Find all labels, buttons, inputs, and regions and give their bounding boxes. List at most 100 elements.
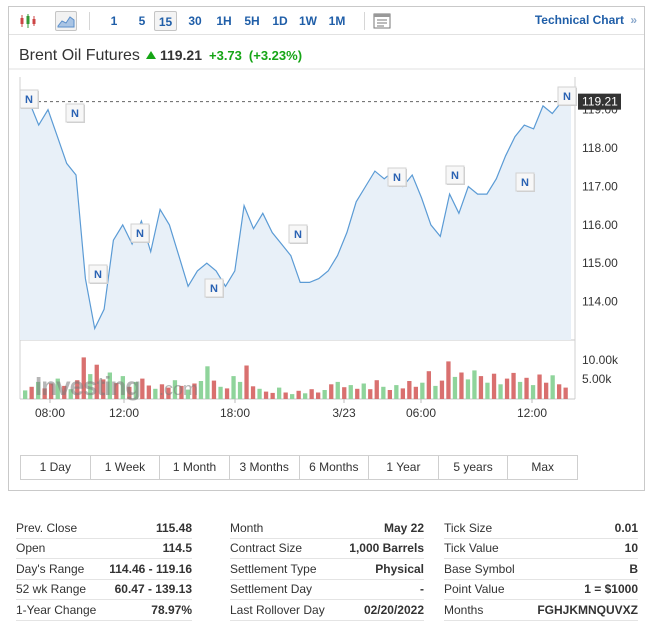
stat-label: Months (444, 602, 484, 617)
volume-bar (478, 376, 484, 399)
stat-row: Settlement Day - (230, 580, 424, 600)
x-tick-label: 08:00 (35, 406, 65, 420)
volume-bar (459, 372, 464, 399)
range-button-1-year[interactable]: 1 Year (369, 456, 439, 479)
volume-bar (81, 357, 86, 399)
stat-row: 52 wk Range 60.47 - 139.13 (16, 580, 192, 600)
stat-label: 52 wk Range (16, 582, 87, 597)
volume-bar (36, 381, 41, 400)
volume-bar (140, 378, 145, 399)
area-chart-icon[interactable] (55, 11, 77, 31)
stat-row: Point Value 1 = $1000 (444, 580, 638, 600)
toolbar-divider (89, 12, 90, 30)
timeframe-15[interactable]: 15 (154, 11, 177, 31)
volume-bar (231, 376, 236, 399)
range-button-1-month[interactable]: 1 Month (160, 456, 230, 479)
volume-bar (179, 385, 184, 399)
range-button-6-months[interactable]: 6 Months (300, 456, 370, 479)
volume-bar (257, 388, 262, 399)
y-tick-label: 115.00 (582, 256, 618, 270)
volume-bar (192, 383, 197, 399)
range-button-1-week[interactable]: 1 Week (91, 456, 161, 479)
stat-value: 114.5 (162, 541, 192, 556)
volume-bar (452, 376, 458, 399)
timeframe-1m[interactable]: 1M (328, 14, 346, 28)
news-marker (557, 86, 577, 106)
stat-value: 02/20/2022 (363, 602, 424, 617)
price-chart[interactable]: 114.00115.00116.00117.00118.00119.00119.… (9, 7, 644, 447)
instrument-title: Brent Oil Futures (19, 47, 140, 64)
timeframe-5[interactable]: 5 (138, 14, 146, 28)
stat-row: Day's Range 114.46 - 119.16 (16, 559, 192, 580)
volume-bar (381, 386, 386, 400)
candlestick-chart-icon[interactable] (17, 11, 39, 31)
stat-value: 0.01 (614, 520, 638, 535)
stats-column-1: Prev. Close 115.48 Open 114.5 Day's Range 114… (16, 518, 192, 621)
volume-bar (316, 392, 321, 399)
x-tick-label: 12:00 (109, 406, 139, 420)
stat-row: Month May 22 (230, 518, 424, 539)
volume-bar (420, 382, 425, 399)
stat-value: Physical (375, 561, 424, 576)
quote-header: Brent Oil Futures 119.21 +3.73 (+3.23%) (19, 47, 302, 69)
stat-label: Tick Value (444, 541, 499, 556)
stat-value: 114.46 - 119.16 (109, 561, 192, 576)
news-marker-icon: N (25, 94, 33, 106)
volume-bar (296, 390, 301, 399)
stat-label: Settlement Type (230, 561, 317, 576)
volume-bar (107, 372, 112, 399)
price-line (19, 90, 572, 331)
stat-label: Day's Range (16, 561, 85, 576)
volume-bar (127, 386, 132, 400)
timeframe-5h[interactable]: 5H (244, 14, 260, 28)
timeframe-1w[interactable]: 1W (299, 14, 317, 28)
range-button-1-day[interactable]: 1 Day (21, 456, 91, 479)
volume-bar (348, 385, 353, 399)
stat-label: Prev. Close (16, 520, 78, 535)
volume-bar (472, 370, 477, 399)
timeframe-1h[interactable]: 1H (216, 14, 232, 28)
technical-chart-link[interactable]: Technical Chart » (535, 13, 637, 27)
range-button-3-months[interactable]: 3 Months (230, 456, 300, 479)
volume-bar (23, 390, 28, 399)
timeframe-30[interactable]: 30 (188, 14, 202, 28)
stat-row: 1-Year Change 78.97% (16, 600, 192, 621)
volume-bar (524, 377, 529, 399)
stat-label: Settlement Day (230, 582, 313, 597)
volume-bar (211, 380, 217, 399)
y-tick-label: 116.00 (582, 218, 618, 232)
volume-bar (153, 388, 158, 399)
news-marker (515, 172, 535, 192)
volume-bar (498, 384, 503, 399)
volume-bar (563, 387, 568, 399)
range-button-5-years[interactable]: 5 years (439, 456, 509, 479)
news-marker-icon: N (94, 269, 102, 281)
volume-bar (537, 374, 542, 399)
timeframe-1[interactable]: 1 (110, 14, 118, 28)
volume-bar (94, 364, 99, 399)
volume-bar (342, 387, 347, 399)
news-marker (387, 167, 407, 187)
volume-tick-label: 10.00k (582, 353, 619, 367)
volume-bar (55, 378, 60, 399)
technical-chart-label[interactable]: Technical Chart (534, 13, 624, 27)
volume-bar (250, 386, 256, 399)
volume-bar (224, 388, 230, 399)
volume-bar (185, 389, 191, 399)
volume-bar (101, 379, 106, 399)
stat-row: Months FGHJKMNQUVXZ (444, 600, 638, 621)
volume-bar (433, 385, 438, 399)
price-change-percent: (+3.23%) (248, 48, 303, 63)
volume-bar (133, 381, 138, 400)
news-marker (130, 223, 150, 243)
volume-bar (511, 372, 516, 399)
volume-bar (205, 366, 210, 399)
stat-label: Point Value (444, 582, 505, 597)
volume-bar (114, 383, 119, 399)
x-tick-label: 12:00 (517, 406, 547, 420)
chart-settings-icon[interactable] (371, 11, 393, 31)
range-button-max[interactable]: Max (531, 460, 555, 474)
stats-column-2: Month May 22 Contract Size 1,000 Barrels Set… (230, 518, 424, 621)
news-marker-icon: N (393, 172, 401, 184)
timeframe-1d[interactable]: 1D (272, 14, 288, 28)
